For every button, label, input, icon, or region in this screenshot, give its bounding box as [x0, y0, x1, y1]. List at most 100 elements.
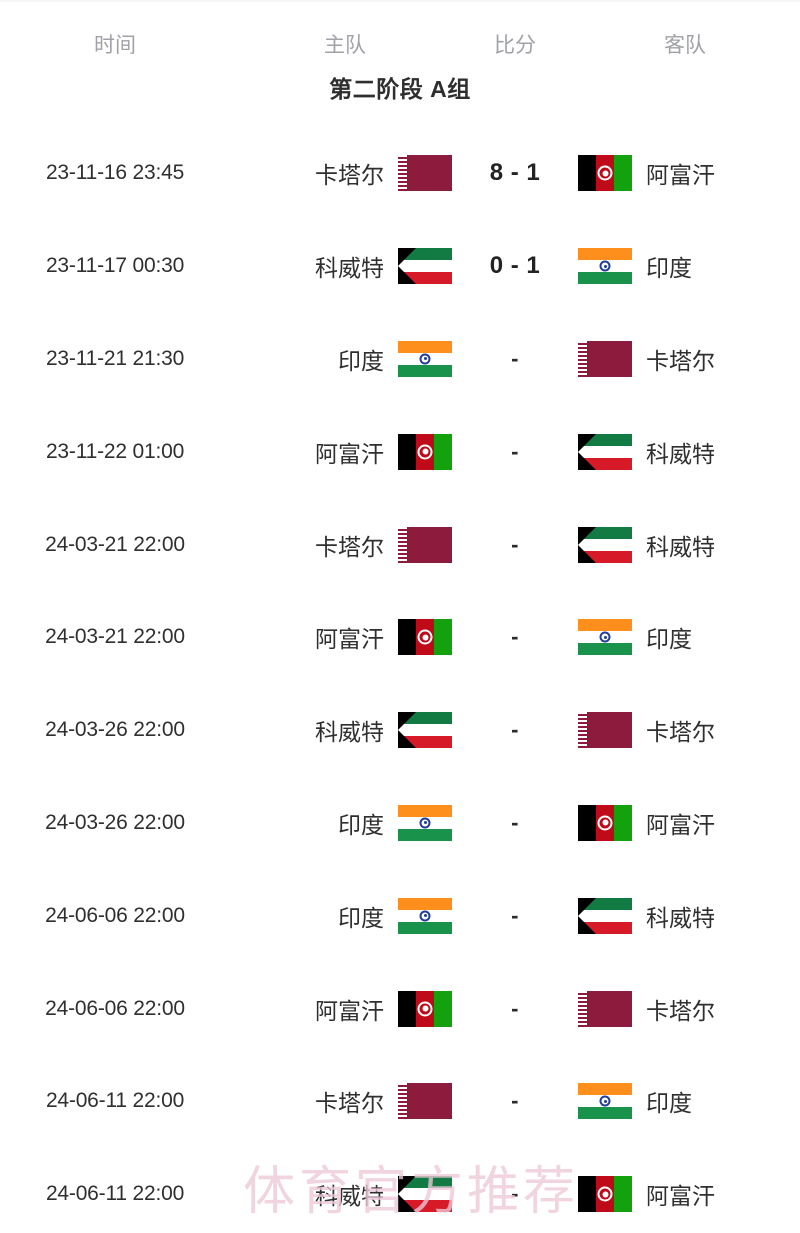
- away-team-cell[interactable]: 阿富汗: [570, 804, 800, 841]
- home-team-cell[interactable]: 印度: [230, 340, 460, 377]
- afghanistan-flag-emblem: [417, 444, 433, 460]
- home-team-cell[interactable]: 科威特: [230, 712, 460, 749]
- away-team-name: 阿富汗: [646, 811, 715, 838]
- away-team-cell[interactable]: 卡塔尔: [570, 712, 800, 749]
- match-time: 24-03-21 22:00: [45, 532, 185, 556]
- table-header: 时间 主队 比分 客队: [0, 22, 800, 66]
- qatar-flag-icon: [398, 1083, 452, 1120]
- kuwait-flag-icon: [578, 897, 632, 934]
- kuwait-flag-hoist: [578, 433, 596, 470]
- home-team-name: 印度: [338, 811, 384, 838]
- match-time: 24-06-11 22:00: [45, 1089, 185, 1113]
- home-team-cell[interactable]: 阿富汗: [230, 990, 460, 1027]
- home-team-cell[interactable]: 卡塔尔: [230, 155, 460, 192]
- home-team-cell[interactable]: 卡塔尔: [230, 526, 460, 563]
- away-team-name: 科威特: [646, 533, 715, 560]
- match-score: -: [511, 717, 519, 743]
- afghanistan-flag-emblem: [597, 1186, 613, 1202]
- away-team-cell[interactable]: 阿富汗: [570, 1176, 800, 1213]
- table-row[interactable]: 23-11-16 23:45 卡塔尔 8 - 1 阿富汗: [0, 127, 800, 220]
- match-score: 0 - 1: [489, 252, 541, 280]
- match-score: -: [511, 438, 519, 464]
- afghanistan-flag-icon: [578, 155, 632, 192]
- match-time: 24-06-06 22:00: [45, 996, 185, 1020]
- away-team-cell[interactable]: 科威特: [570, 897, 800, 934]
- qatar-flag-serration: [398, 526, 407, 563]
- afghanistan-flag-icon: [398, 990, 452, 1027]
- qatar-flag-serration: [578, 990, 587, 1027]
- table-row[interactable]: 24-03-21 22:00 卡塔尔 - 科威特: [0, 498, 800, 591]
- home-team-cell[interactable]: 阿富汗: [230, 433, 460, 470]
- match-score: 8 - 1: [489, 159, 541, 187]
- qatar-flag-icon: [578, 712, 632, 749]
- home-team-name: 科威特: [315, 255, 384, 282]
- match-score: -: [511, 345, 519, 371]
- match-time: 23-11-16 23:45: [45, 161, 185, 185]
- away-team-cell[interactable]: 科威特: [570, 526, 800, 563]
- qatar-flag-icon: [398, 526, 452, 563]
- home-team-cell[interactable]: 印度: [230, 804, 460, 841]
- table-row[interactable]: 24-06-06 22:00 阿富汗 - 卡塔尔: [0, 962, 800, 1055]
- home-team-name: 科威特: [315, 1183, 384, 1210]
- qatar-flag-icon: [398, 155, 452, 192]
- match-time: 24-03-26 22:00: [45, 718, 185, 742]
- afghanistan-flag-emblem: [597, 815, 613, 831]
- away-team-cell[interactable]: 印度: [570, 248, 800, 285]
- home-team-cell[interactable]: 印度: [230, 897, 460, 934]
- afghanistan-flag-icon: [398, 619, 452, 656]
- home-team-name: 印度: [338, 904, 384, 931]
- match-time: 24-06-11 22:00: [45, 1182, 185, 1206]
- table-row[interactable]: 24-03-26 22:00 科威特 - 卡塔尔: [0, 684, 800, 777]
- qatar-flag-serration: [578, 340, 587, 377]
- home-team-name: 阿富汗: [315, 626, 384, 653]
- home-team-cell[interactable]: 阿富汗: [230, 619, 460, 656]
- match-time: 24-03-26 22:00: [45, 810, 185, 834]
- away-team-name: 阿富汗: [646, 162, 715, 189]
- india-flag-icon: [398, 804, 452, 841]
- qatar-flag-icon: [578, 990, 632, 1027]
- qatar-flag-serration: [578, 712, 587, 749]
- india-flag-chakra: [419, 910, 431, 922]
- away-team-name: 卡塔尔: [646, 719, 715, 746]
- home-team-cell[interactable]: 科威特: [230, 1176, 460, 1213]
- table-row[interactable]: 23-11-21 21:30 印度 - 卡塔尔: [0, 313, 800, 406]
- india-flag-icon: [398, 340, 452, 377]
- table-row[interactable]: 23-11-22 01:00 阿富汗 - 科威特: [0, 405, 800, 498]
- away-team-cell[interactable]: 科威特: [570, 433, 800, 470]
- group-title: 第二阶段 A组: [329, 76, 471, 102]
- home-team-cell[interactable]: 卡塔尔: [230, 1083, 460, 1120]
- kuwait-flag-icon: [398, 712, 452, 749]
- top-divider: [0, 0, 800, 2]
- match-score: -: [511, 1088, 519, 1114]
- kuwait-flag-hoist: [398, 1176, 416, 1213]
- india-flag-chakra: [419, 353, 431, 365]
- kuwait-flag-hoist: [398, 712, 416, 749]
- away-team-cell[interactable]: 卡塔尔: [570, 990, 800, 1027]
- qatar-flag-serration: [398, 155, 407, 192]
- table-row[interactable]: 24-06-11 22:00 科威特 - 阿富汗: [0, 1148, 800, 1233]
- match-score: -: [511, 995, 519, 1021]
- kuwait-flag-hoist: [398, 248, 416, 285]
- away-team-name: 阿富汗: [646, 1183, 715, 1210]
- table-row[interactable]: 24-03-26 22:00 印度 - 阿富汗: [0, 777, 800, 870]
- table-row[interactable]: 24-03-21 22:00 阿富汗 - 印度: [0, 591, 800, 684]
- away-team-name: 印度: [646, 255, 692, 282]
- table-row[interactable]: 23-11-17 00:30 科威特 0 - 1 印度: [0, 220, 800, 313]
- home-team-cell[interactable]: 科威特: [230, 248, 460, 285]
- home-team-name: 阿富汗: [315, 440, 384, 467]
- column-header-away: 客队: [664, 34, 706, 57]
- away-team-cell[interactable]: 印度: [570, 619, 800, 656]
- table-row[interactable]: 24-06-06 22:00 印度 - 科威特: [0, 869, 800, 962]
- away-team-cell[interactable]: 阿富汗: [570, 155, 800, 192]
- match-time: 23-11-22 01:00: [45, 439, 185, 463]
- kuwait-flag-hoist: [578, 526, 596, 563]
- match-score: -: [511, 1181, 519, 1207]
- away-team-cell[interactable]: 印度: [570, 1083, 800, 1120]
- match-score: -: [511, 531, 519, 557]
- away-team-cell[interactable]: 卡塔尔: [570, 340, 800, 377]
- india-flag-icon: [398, 897, 452, 934]
- match-time: 23-11-17 00:30: [45, 254, 185, 278]
- table-row[interactable]: 24-06-11 22:00 卡塔尔 - 印度: [0, 1055, 800, 1148]
- home-team-name: 科威特: [315, 719, 384, 746]
- column-header-score: 比分: [494, 34, 536, 57]
